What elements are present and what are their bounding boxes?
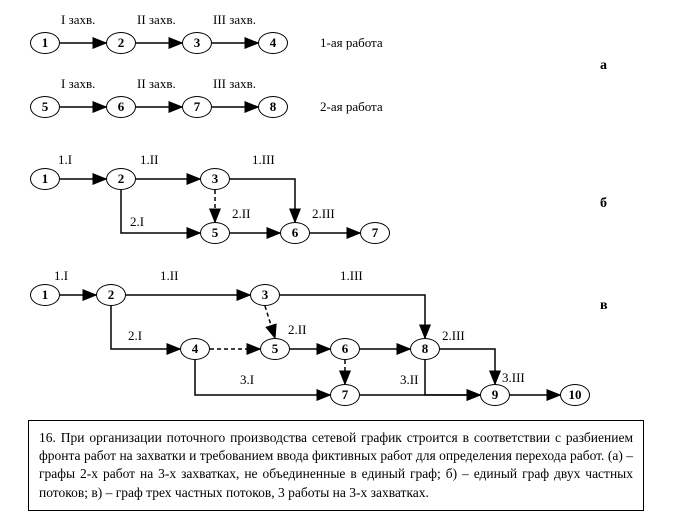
- c-9: 9: [480, 384, 510, 406]
- a-r2-elabel-0: I захв.: [61, 76, 95, 92]
- b-t-3: 3: [200, 168, 230, 190]
- c-7: 7: [330, 384, 360, 406]
- c-5: 5: [260, 338, 290, 360]
- b-l-34: 1.III: [252, 152, 275, 168]
- b-l-67: 2.III: [312, 206, 335, 222]
- c-l-47: 3.I: [240, 372, 254, 388]
- a-r1-elabel-1: II захв.: [137, 12, 176, 28]
- a-rightlabel-2: 2-ая работа: [320, 99, 383, 115]
- b-b-2: 6: [280, 222, 310, 244]
- caption-box: 16. При организации поточного производст…: [28, 420, 644, 511]
- a-r2-n1: 5: [30, 96, 60, 118]
- c-l-23: 1.II: [160, 268, 178, 284]
- panel-b: б: [600, 196, 607, 212]
- c-l-79: 3.II: [400, 372, 418, 388]
- b-t-1: 1: [30, 168, 60, 190]
- b-t-2: 2: [106, 168, 136, 190]
- b-l-12: 1.I: [58, 152, 72, 168]
- canvas: 1526374812356712345687910 I захв.I захв.…: [0, 0, 673, 519]
- a-r2-elabel-1: II захв.: [137, 76, 176, 92]
- c-6: 6: [330, 338, 360, 360]
- a-r1-elabel-0: I захв.: [61, 12, 95, 28]
- b-l-23: 1.II: [140, 152, 158, 168]
- c-8: 8: [410, 338, 440, 360]
- c-l-56: 2.II: [288, 322, 306, 338]
- b-b-1: 5: [200, 222, 230, 244]
- a-r2-n2: 6: [106, 96, 136, 118]
- c-1: 1: [30, 284, 60, 306]
- c-3: 3: [250, 284, 280, 306]
- b-l-25: 2.I: [130, 214, 144, 230]
- a-r2-n4: 8: [258, 96, 288, 118]
- c-l-38: 1.III: [340, 268, 363, 284]
- a-rightlabel-1: 1-ая работа: [320, 35, 383, 51]
- a-r2-elabel-2: III захв.: [213, 76, 256, 92]
- panel-c: в: [600, 298, 608, 314]
- a-r1-n3: 3: [182, 32, 212, 54]
- a-r1-elabel-2: III захв.: [213, 12, 256, 28]
- b-l-56: 2.II: [232, 206, 250, 222]
- c-l-12: 1.I: [54, 268, 68, 284]
- c-l-910: 3.III: [502, 370, 525, 386]
- b-b-3: 7: [360, 222, 390, 244]
- a-r1-n4: 4: [258, 32, 288, 54]
- c-l-68: 2.III: [442, 328, 465, 344]
- c-4: 4: [180, 338, 210, 360]
- a-r1-n1: 1: [30, 32, 60, 54]
- a-r1-n2: 2: [106, 32, 136, 54]
- c-2: 2: [96, 284, 126, 306]
- c-l-24: 2.I: [128, 328, 142, 344]
- c-10: 10: [560, 384, 590, 406]
- a-r2-n3: 7: [182, 96, 212, 118]
- panel-a: a: [600, 58, 607, 74]
